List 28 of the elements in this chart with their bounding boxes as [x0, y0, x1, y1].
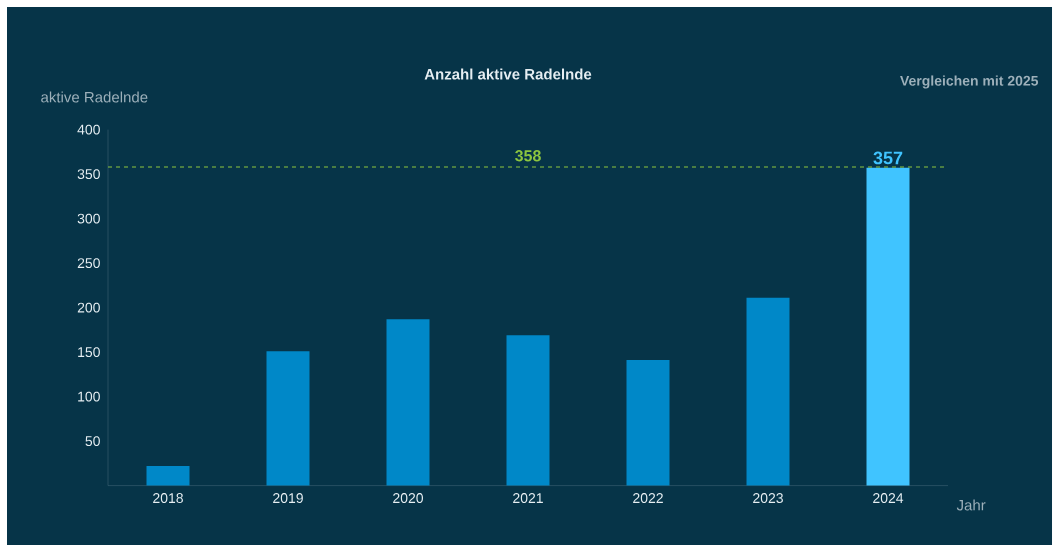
x-tick-label: 2022	[633, 493, 663, 504]
y-tick-label: 150	[78, 347, 100, 358]
x-axis-title: Jahr	[956, 499, 986, 511]
x-tick-label: 2021	[513, 493, 543, 504]
bar	[866, 167, 910, 486]
x-tick-label: 2018	[153, 493, 183, 504]
bar	[626, 360, 670, 486]
bar	[146, 466, 190, 486]
y-tick-label: 200	[77, 302, 100, 313]
y-tick-label: 50	[85, 436, 100, 447]
bar	[386, 319, 430, 486]
text: Vergleichen mit 2025	[900, 75, 1039, 89]
y-tick-label: 250	[77, 258, 100, 269]
ref-line-label: 358	[515, 150, 541, 162]
y-tick-label: 300	[77, 213, 100, 224]
x-tick-label: 2019	[273, 493, 303, 504]
y-axis-title: aktive Radelnde	[41, 91, 148, 103]
bar	[746, 297, 790, 486]
chart-title: Anzahl aktive Radelnde	[424, 68, 592, 80]
data-label: 357	[873, 151, 903, 165]
y-tick-label: 350	[77, 169, 100, 180]
bar	[266, 351, 310, 486]
y-tick-label: 400	[77, 124, 100, 135]
bar	[506, 335, 550, 486]
x-tick-label: 2024	[873, 493, 904, 504]
x-tick-label: 2020	[393, 493, 424, 504]
y-tick-label: 100	[78, 391, 100, 402]
x-tick-label: 2023	[753, 493, 783, 504]
